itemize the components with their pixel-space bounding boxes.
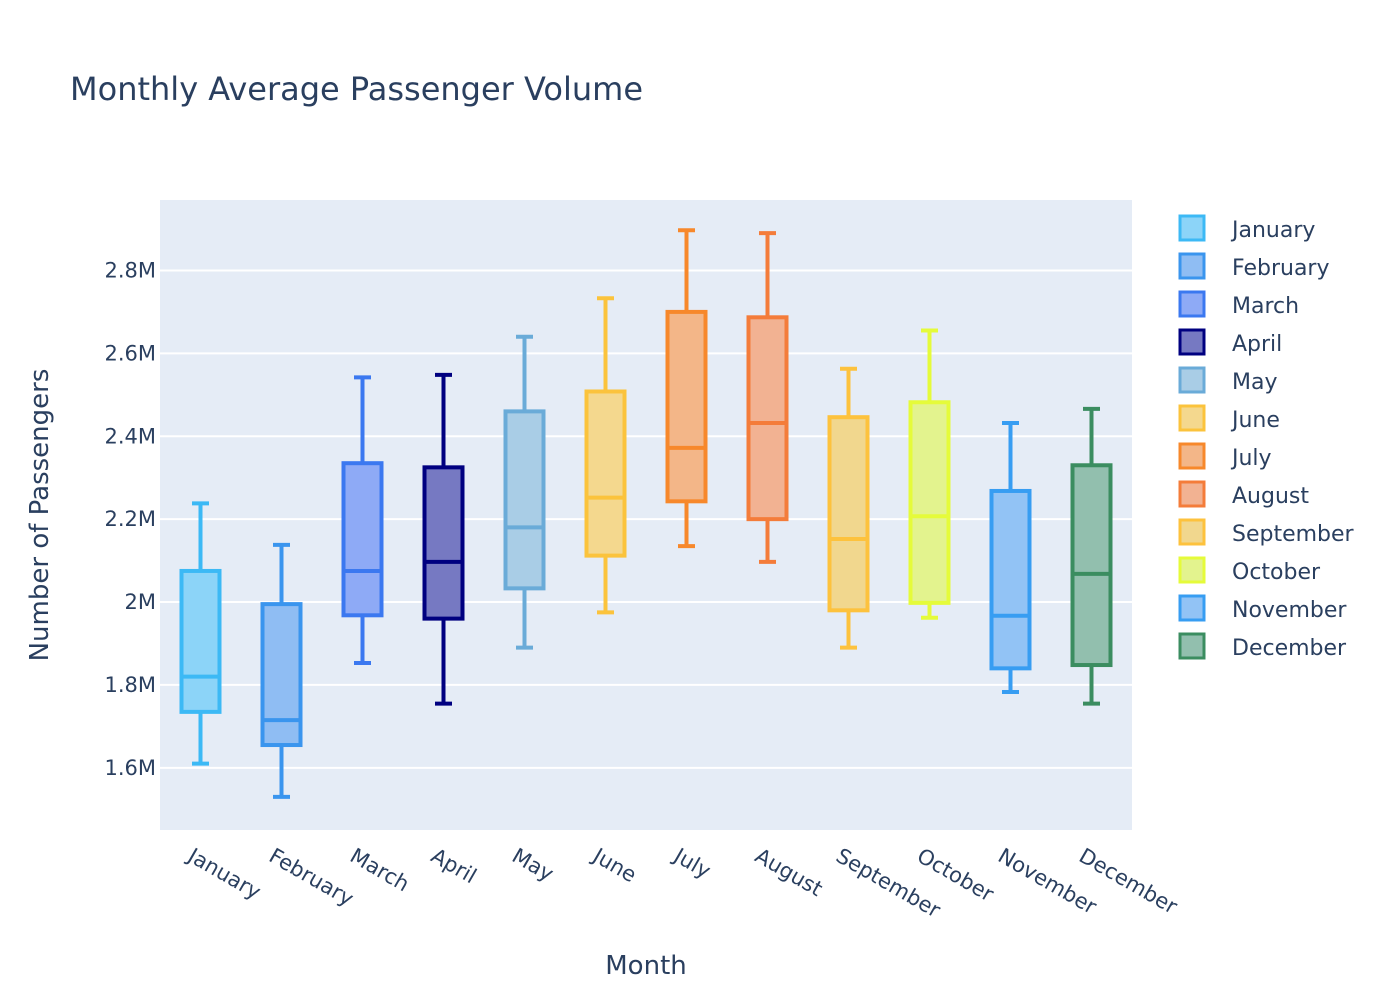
- legend-label: September: [1232, 522, 1355, 547]
- box-may: [503, 334, 546, 650]
- x-axis-title: Month: [605, 951, 687, 981]
- y-tick-label: 2.8M: [104, 258, 156, 282]
- box-series: [179, 228, 1113, 799]
- iqr-box: [179, 568, 222, 714]
- x-tick-label: February: [265, 844, 358, 911]
- legend: January February March April May June July Augu…: [1178, 214, 1355, 661]
- chart-title: Monthly Average Passenger Volume: [70, 70, 643, 108]
- x-tick-label: May: [508, 844, 558, 886]
- legend-swatch: [1178, 594, 1206, 622]
- legend-item-april: April: [1178, 328, 1282, 357]
- legend-swatch: [1178, 328, 1206, 356]
- legend-label: July: [1230, 446, 1272, 471]
- legend-label: June: [1230, 408, 1280, 433]
- legend-label: December: [1232, 636, 1347, 661]
- legend-swatch: [1178, 252, 1206, 280]
- legend-swatch: [1178, 404, 1206, 432]
- legend-item-june: June: [1178, 404, 1280, 433]
- y-tick-label: 2.6M: [104, 341, 156, 365]
- iqr-box: [422, 465, 465, 621]
- box-november: [989, 420, 1032, 694]
- grid-lines: [160, 269, 1132, 769]
- iqr-box: [503, 409, 546, 591]
- x-tick-label: July: [668, 843, 714, 884]
- legend-label: August: [1232, 484, 1309, 509]
- box-august: [746, 231, 789, 564]
- y-tick-label: 1.6M: [104, 756, 156, 780]
- legend-swatch: [1178, 632, 1206, 660]
- plot-area: [160, 200, 1132, 830]
- y-axis-ticks: 1.6M 1.8M 2M 2.2M 2.4M 2.6M 2.8M: [104, 258, 156, 779]
- legend-label: January: [1230, 218, 1315, 243]
- x-tick-label: January: [182, 843, 265, 905]
- legend-label: February: [1232, 256, 1330, 281]
- legend-swatch: [1178, 518, 1206, 546]
- box-september: [827, 366, 870, 650]
- legend-swatch: [1178, 480, 1206, 508]
- box-december: [1070, 406, 1113, 706]
- box-april: [422, 372, 465, 706]
- y-tick-label: 2M: [125, 590, 156, 614]
- iqr-box: [1070, 463, 1113, 668]
- box-february: [260, 542, 303, 799]
- legend-item-october: October: [1178, 556, 1321, 585]
- legend-item-february: February: [1178, 252, 1330, 281]
- x-tick-label: August: [751, 844, 827, 902]
- box-july: [665, 228, 708, 549]
- x-tick-label: April: [427, 844, 481, 889]
- legend-item-july: July: [1178, 442, 1272, 471]
- legend-item-november: November: [1178, 594, 1347, 623]
- legend-item-september: September: [1178, 518, 1355, 547]
- iqr-box: [746, 315, 789, 522]
- iqr-box: [584, 389, 627, 558]
- y-tick-label: 2.2M: [104, 507, 156, 531]
- iqr-box: [341, 461, 384, 618]
- legend-item-march: March: [1178, 290, 1299, 319]
- iqr-box: [260, 602, 303, 748]
- y-axis-title: Number of Passengers: [25, 369, 55, 662]
- legend-swatch: [1178, 442, 1206, 470]
- legend-swatch: [1178, 214, 1206, 242]
- legend-label: May: [1232, 370, 1277, 395]
- legend-label: March: [1232, 294, 1299, 319]
- iqr-box: [827, 415, 870, 613]
- legend-swatch: [1178, 556, 1206, 584]
- legend-item-august: August: [1178, 480, 1309, 509]
- box-january: [179, 501, 222, 766]
- legend-item-january: January: [1178, 214, 1315, 243]
- legend-item-may: May: [1178, 366, 1277, 395]
- legend-label: November: [1232, 598, 1347, 623]
- y-tick-label: 2.4M: [104, 424, 156, 448]
- legend-swatch: [1178, 366, 1206, 394]
- box-june: [584, 296, 627, 615]
- legend-label: April: [1232, 332, 1282, 357]
- box-october: [908, 328, 951, 620]
- x-tick-label: June: [587, 843, 640, 888]
- legend-label: October: [1232, 560, 1321, 585]
- iqr-box: [665, 309, 708, 504]
- iqr-box: [908, 400, 951, 605]
- legend-item-december: December: [1178, 632, 1347, 661]
- y-tick-label: 1.8M: [104, 673, 156, 697]
- iqr-box: [989, 488, 1032, 671]
- box-march: [341, 375, 384, 665]
- legend-swatch: [1178, 290, 1206, 318]
